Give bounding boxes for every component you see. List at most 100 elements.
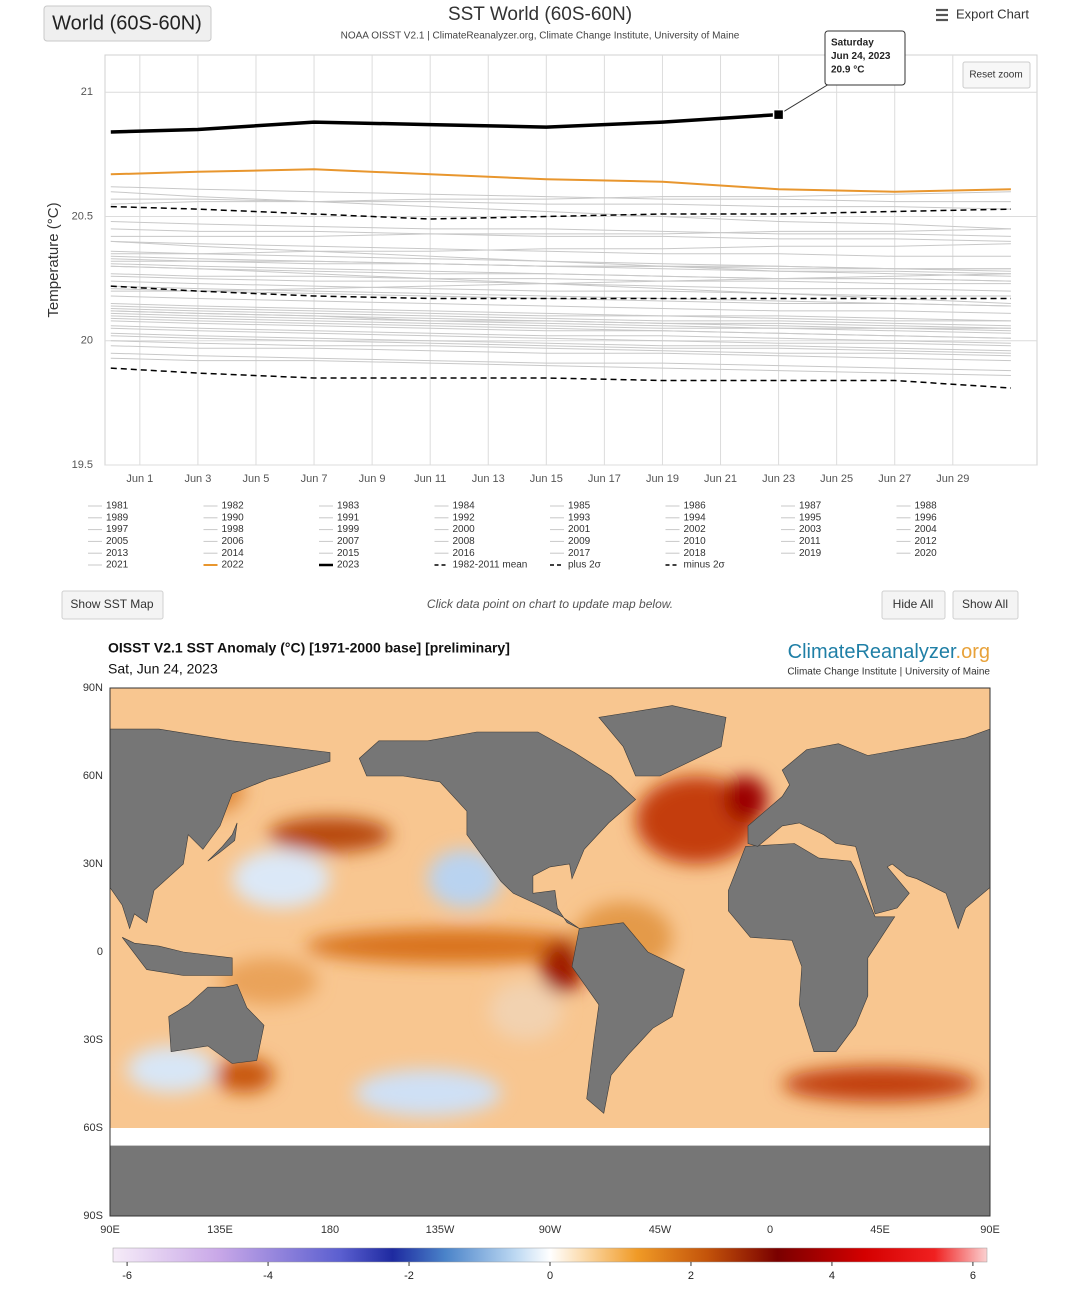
anomaly-patch bbox=[305, 928, 599, 964]
legend-item[interactable]: 1982-2011 mean bbox=[453, 560, 528, 571]
show-all-label[interactable]: Show All bbox=[962, 597, 1008, 611]
legend-item[interactable]: 2003 bbox=[799, 524, 822, 535]
reset-zoom-label[interactable]: Reset zoom bbox=[969, 70, 1022, 81]
lon-label: 135W bbox=[426, 1224, 455, 1236]
lat-label: 90S bbox=[83, 1210, 103, 1222]
show-all-button[interactable] bbox=[952, 590, 1019, 620]
series-line bbox=[110, 112, 779, 134]
lon-label: 45E bbox=[870, 1224, 890, 1236]
export-chart[interactable]: Export Chart bbox=[956, 6, 1029, 21]
anomaly-patch bbox=[220, 957, 318, 1005]
legend-item[interactable]: 1985 bbox=[568, 501, 591, 512]
land bbox=[728, 843, 896, 1052]
series-line bbox=[110, 332, 1011, 352]
land bbox=[747, 728, 990, 930]
legend-item[interactable]: 1990 bbox=[222, 512, 245, 523]
legend-item[interactable]: 2001 bbox=[568, 524, 591, 535]
legend-item[interactable]: 2013 bbox=[106, 548, 129, 559]
series-line bbox=[110, 198, 1011, 210]
anomaly-patch bbox=[427, 849, 502, 908]
series-line bbox=[110, 221, 1011, 237]
legend-item[interactable]: 2005 bbox=[106, 536, 129, 547]
legend-item[interactable]: 2008 bbox=[453, 536, 476, 547]
x-tick-label: Jun 9 bbox=[359, 473, 386, 485]
legend-item[interactable]: 2010 bbox=[684, 536, 707, 547]
series-line bbox=[110, 191, 1011, 205]
series-line bbox=[110, 186, 1011, 203]
x-tick-label: Jun 5 bbox=[243, 473, 270, 485]
tooltip-value: 20.9 °C bbox=[831, 65, 864, 76]
legend-item[interactable]: 2009 bbox=[568, 536, 591, 547]
legend-item[interactable]: 1992 bbox=[453, 512, 476, 523]
region-button[interactable] bbox=[43, 5, 212, 42]
legend-item[interactable]: 1994 bbox=[684, 512, 707, 523]
legend-item[interactable]: 1998 bbox=[222, 524, 245, 535]
legend-item[interactable]: 2007 bbox=[337, 536, 360, 547]
land bbox=[571, 922, 685, 1114]
x-tick-label: Jun 13 bbox=[472, 473, 505, 485]
series-line bbox=[110, 352, 1011, 372]
show-map-label[interactable]: Show SST Map bbox=[70, 597, 153, 611]
legend-item[interactable]: 2021 bbox=[106, 560, 129, 571]
legend-item[interactable]: 1987 bbox=[799, 501, 822, 512]
legend-item[interactable]: 1983 bbox=[337, 501, 360, 512]
anomaly-patch bbox=[540, 940, 585, 994]
export-icon[interactable] bbox=[936, 8, 948, 22]
antarctica bbox=[110, 1145, 990, 1216]
x-tick-label: Jun 29 bbox=[936, 473, 969, 485]
legend-item[interactable]: 2016 bbox=[453, 548, 476, 559]
legend-item[interactable]: 2012 bbox=[915, 536, 938, 547]
highlight-point[interactable] bbox=[772, 108, 785, 121]
land bbox=[358, 731, 637, 929]
legend-item[interactable]: 2006 bbox=[222, 536, 245, 547]
legend-item[interactable]: 1982 bbox=[222, 501, 245, 512]
legend-item[interactable]: 2022 bbox=[222, 560, 245, 571]
plot: Jun 1 Jun 3 Jun 5 Jun 7 Jun 9 Jun 11 Jun 13 Jun… bbox=[72, 30, 1037, 485]
x-tick-label: Jun 19 bbox=[646, 473, 679, 485]
legend-item[interactable]: 1996 bbox=[915, 512, 938, 523]
colorbar bbox=[112, 1247, 988, 1263]
legend-item[interactable]: 2002 bbox=[684, 524, 707, 535]
legend-item[interactable]: 2018 bbox=[684, 548, 707, 559]
legend-item[interactable]: 1988 bbox=[915, 501, 938, 512]
legend-item[interactable]: 2000 bbox=[453, 524, 476, 535]
land bbox=[168, 983, 265, 1064]
series-line bbox=[110, 357, 1011, 376]
map-date: Sat, Jun 24, 2023 bbox=[108, 661, 218, 677]
legend-item[interactable]: 1991 bbox=[337, 512, 360, 523]
legend-item[interactable]: 1997 bbox=[106, 524, 129, 535]
land bbox=[598, 705, 727, 777]
legend-item[interactable]: 2014 bbox=[222, 548, 245, 559]
legend-item[interactable]: 2004 bbox=[915, 524, 938, 535]
land bbox=[207, 822, 238, 862]
legend-item[interactable]: 1981 bbox=[106, 501, 129, 512]
hide-all-button[interactable] bbox=[881, 590, 946, 620]
legend-item[interactable]: 2020 bbox=[915, 548, 938, 559]
x-tick-label: Jun 25 bbox=[820, 473, 853, 485]
legend-item[interactable]: 1995 bbox=[799, 512, 822, 523]
legend-item[interactable]: 1984 bbox=[453, 501, 476, 512]
anomaly-patch bbox=[782, 1066, 978, 1102]
legend-item[interactable]: minus 2σ bbox=[684, 560, 726, 571]
legend-item[interactable]: 2019 bbox=[799, 548, 822, 559]
show-map-button[interactable] bbox=[61, 590, 164, 620]
legend-item[interactable]: 1989 bbox=[106, 512, 129, 523]
reset-zoom-button[interactable] bbox=[962, 61, 1031, 89]
legend-item[interactable]: 2023 bbox=[337, 560, 360, 571]
x-tick-label: Jun 15 bbox=[530, 473, 563, 485]
series-line bbox=[110, 310, 1011, 329]
hide-all-label[interactable]: Hide All bbox=[893, 597, 934, 611]
legend-item[interactable]: 2011 bbox=[799, 536, 821, 547]
region-button-label[interactable]: World (60S-60N) bbox=[52, 12, 202, 34]
brand-name: ClimateReanalyzer bbox=[788, 641, 957, 663]
legend-item[interactable]: plus 2σ bbox=[568, 560, 602, 571]
colorbar-tick-label: 6 bbox=[970, 1270, 976, 1282]
series-line bbox=[110, 260, 1011, 270]
legend-item[interactable]: 2017 bbox=[568, 548, 591, 559]
series-line bbox=[110, 295, 1011, 314]
legend-item[interactable]: 1993 bbox=[568, 512, 591, 523]
legend-item[interactable]: 1999 bbox=[337, 524, 360, 535]
legend-item[interactable]: 1986 bbox=[684, 501, 707, 512]
legend-item[interactable]: 2015 bbox=[337, 548, 360, 559]
series-line bbox=[110, 273, 1011, 285]
